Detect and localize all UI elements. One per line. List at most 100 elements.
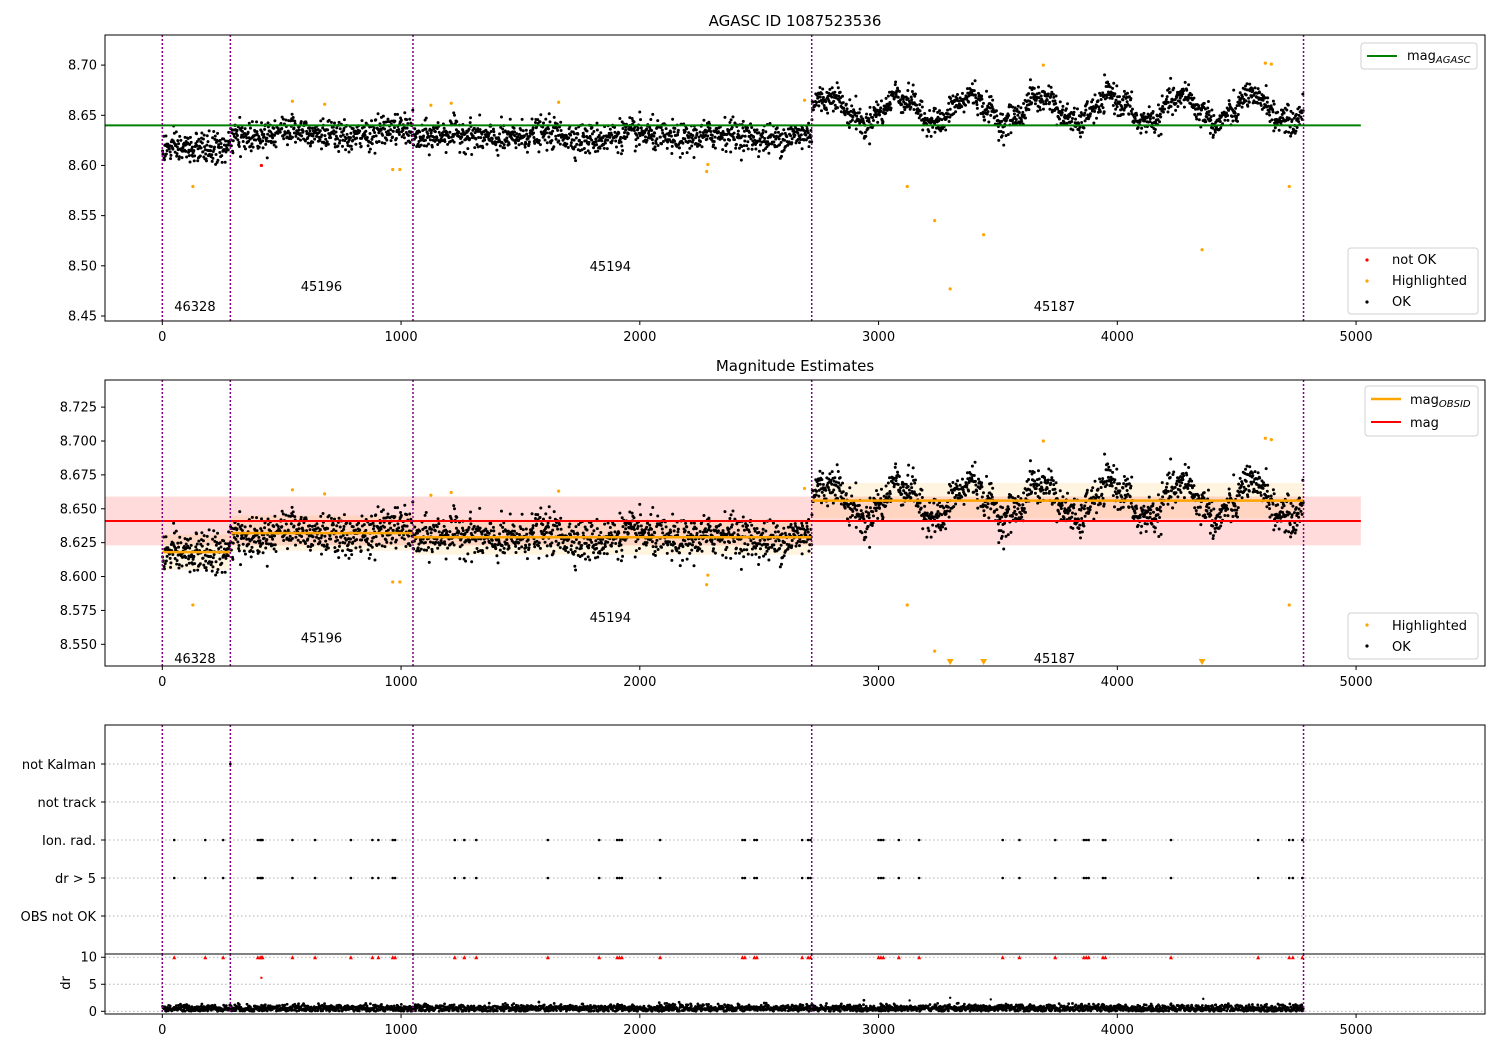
ok-point	[546, 525, 550, 529]
ok-point	[554, 539, 558, 543]
ok-point	[1234, 106, 1238, 110]
ok-point	[402, 132, 406, 136]
ok-point	[209, 555, 213, 559]
ok-point	[375, 141, 379, 145]
ok-point	[985, 112, 989, 116]
ok-point	[933, 107, 937, 111]
ok-point	[853, 111, 857, 115]
ok-point	[1160, 94, 1164, 98]
ok-point	[164, 559, 168, 563]
ok-point	[886, 492, 890, 496]
ok-point	[333, 546, 337, 550]
y-tick-label: 8.60	[68, 159, 97, 174]
ok-point	[1023, 116, 1027, 120]
ok-point	[185, 155, 189, 159]
ok-point	[907, 81, 911, 85]
ok-point	[572, 532, 576, 536]
ok-point	[200, 531, 204, 535]
ok-point	[1075, 107, 1079, 111]
ok-point	[161, 152, 165, 156]
ok-point	[425, 548, 429, 552]
ok-point	[508, 512, 512, 516]
ok-point	[179, 138, 183, 142]
ok-point	[757, 563, 761, 567]
ok-point	[290, 112, 294, 116]
ok-point	[650, 527, 654, 531]
ok-point	[512, 524, 516, 528]
ok-point	[404, 141, 408, 145]
ok-point	[267, 139, 271, 143]
ok-point	[944, 128, 948, 132]
ok-point	[297, 128, 301, 132]
ok-point	[197, 539, 201, 543]
ok-point	[616, 151, 620, 155]
ok-point	[255, 132, 259, 136]
ok-point	[1127, 112, 1131, 116]
ok-point	[195, 144, 199, 148]
ok-point	[419, 547, 423, 551]
ok-point	[1066, 102, 1070, 106]
ok-point	[1036, 109, 1040, 113]
ok-point	[790, 538, 794, 542]
ok-point	[639, 513, 643, 517]
ok-point	[427, 153, 431, 157]
ok-point	[915, 103, 919, 107]
ok-point	[655, 538, 659, 542]
ok-point	[188, 135, 192, 139]
ok-point	[613, 125, 617, 129]
ok-point	[1248, 82, 1252, 86]
ok-point	[752, 135, 756, 139]
ok-point	[878, 113, 882, 117]
ok-point	[354, 129, 358, 133]
ok-point	[821, 471, 825, 475]
ok-point	[670, 549, 674, 553]
ok-point	[342, 513, 346, 517]
ok-point	[532, 131, 536, 135]
highlighted-point	[948, 287, 952, 291]
y-tick-label: 8.50	[68, 259, 97, 274]
ok-point	[437, 130, 441, 134]
ok-point	[1165, 95, 1169, 99]
ok-point	[507, 546, 511, 550]
ok-point	[227, 130, 231, 134]
ok-point	[755, 527, 759, 531]
ok-point	[499, 115, 503, 119]
ok-point	[391, 129, 395, 133]
ok-point	[413, 127, 417, 131]
ok-point	[1114, 107, 1118, 111]
ok-point	[408, 512, 412, 516]
ok-point	[610, 139, 614, 143]
ok-point	[687, 131, 691, 135]
ok-point	[1264, 84, 1268, 88]
ok-point	[430, 550, 434, 554]
ok-point	[374, 118, 378, 122]
ok-point	[991, 98, 995, 102]
ok-point	[1277, 128, 1281, 132]
ok-point	[512, 529, 516, 533]
ok-point	[347, 150, 351, 154]
ok-point	[239, 563, 243, 567]
ok-point	[558, 142, 562, 146]
ok-point	[581, 531, 585, 535]
ok-point	[396, 522, 400, 526]
ok-point	[695, 531, 699, 535]
ok-point	[639, 524, 643, 528]
ok-point	[574, 136, 578, 140]
ok-point	[195, 139, 199, 143]
ok-point	[688, 551, 692, 555]
ok-point	[251, 145, 255, 149]
ok-point	[386, 120, 390, 124]
ok-point	[284, 522, 288, 526]
ok-point	[537, 138, 541, 142]
ok-point	[1068, 114, 1072, 118]
ok-point	[1072, 106, 1076, 110]
ok-point	[322, 544, 326, 548]
ok-point	[783, 531, 787, 535]
ok-point	[536, 513, 540, 517]
ok-point	[344, 553, 348, 557]
ok-point	[240, 129, 244, 133]
ok-point	[818, 95, 822, 99]
ok-point	[419, 143, 423, 147]
ok-point	[460, 543, 464, 547]
ok-point	[602, 552, 606, 556]
